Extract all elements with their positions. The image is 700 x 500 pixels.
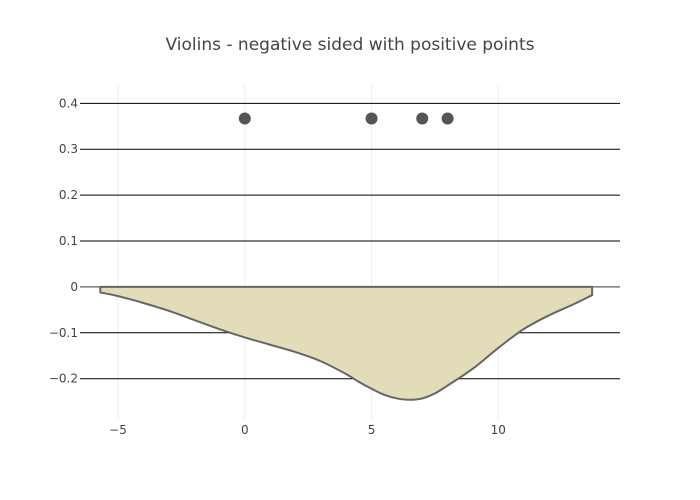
chart-title: Violins - negative sided with positive p… [166, 35, 535, 55]
x-tick-labels: −5 0 5 10 [109, 423, 506, 437]
violin-density [99, 285, 594, 401]
x-tick-label: −5 [109, 423, 127, 437]
y-tick-label: 0.1 [59, 234, 78, 248]
data-point [416, 112, 429, 125]
x-tick-label: 10 [491, 423, 506, 437]
data-point [441, 112, 454, 125]
x-tick-label: 0 [241, 423, 249, 437]
data-points [238, 112, 454, 125]
y-tick-label: 0.2 [59, 188, 78, 202]
y-tick-label: 0.4 [59, 96, 78, 110]
y-tick-labels: 0.4 0.3 0.2 0.1 0 −0.1 −0.2 [49, 96, 78, 385]
data-point [365, 112, 378, 125]
y-tick-label: −0.2 [49, 372, 78, 386]
violin-shape [80, 285, 620, 401]
y-tick-label: 0.3 [59, 142, 78, 156]
data-point [238, 112, 251, 125]
x-gridlines [117, 85, 499, 420]
y-tick-label: −0.1 [49, 326, 78, 340]
x-tick-label: 5 [368, 423, 376, 437]
y-tick-label: 0 [70, 280, 78, 294]
